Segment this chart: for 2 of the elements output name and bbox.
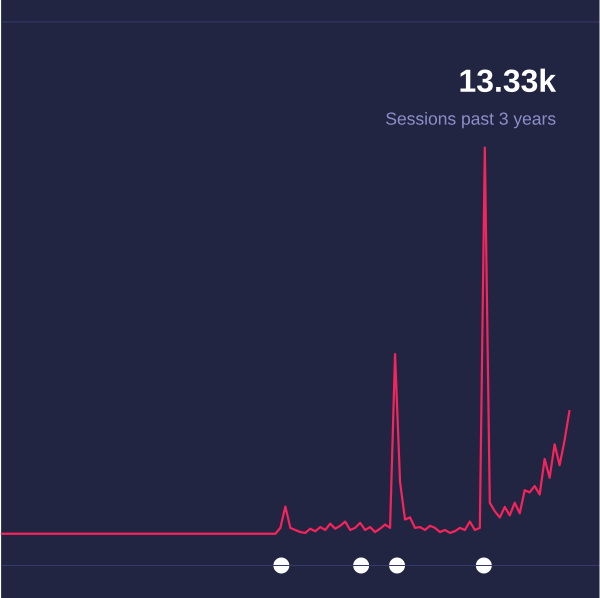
chart-subtitle: Sessions past 3 years [386,112,556,128]
chart-title: 13.33k [460,68,556,92]
